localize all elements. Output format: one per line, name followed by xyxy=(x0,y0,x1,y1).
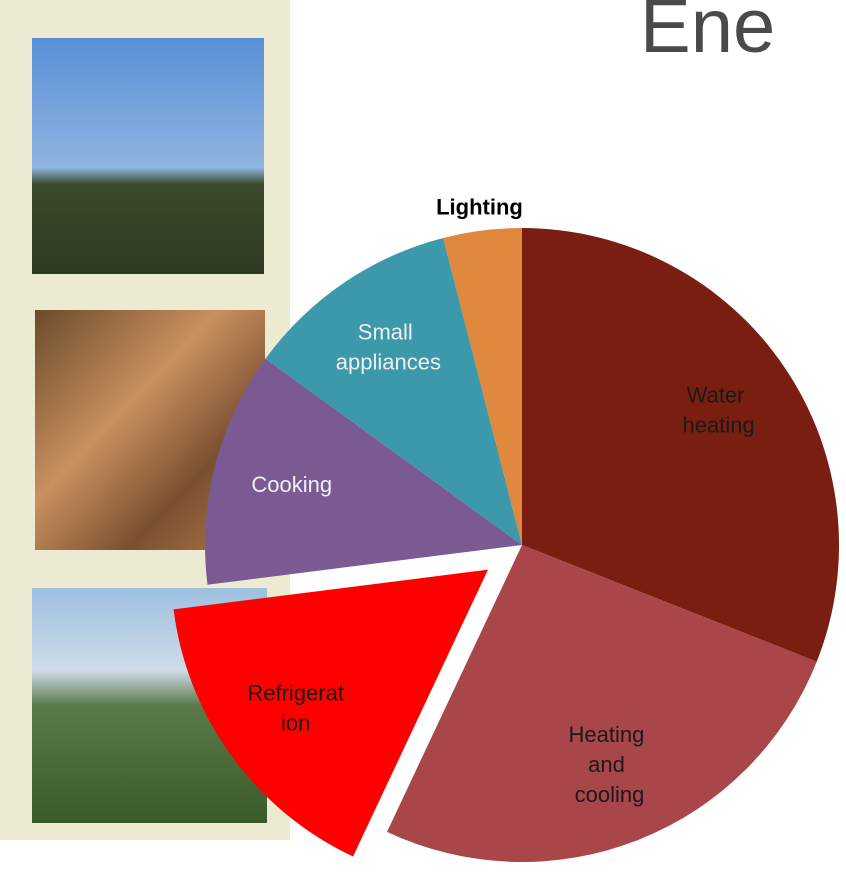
pie-slice xyxy=(522,228,839,662)
pie-slice xyxy=(205,358,523,585)
slice-label: Cooking xyxy=(251,472,332,497)
pie-slice xyxy=(265,237,522,545)
slice-label: Lighting xyxy=(436,194,523,219)
pie-slice xyxy=(387,545,817,862)
photo-wind xyxy=(32,38,264,274)
slice-label: Heating and cooling xyxy=(569,722,651,807)
pie-slice xyxy=(443,228,522,545)
slide-title: Ene xyxy=(640,0,775,69)
slice-label: Refrigerat ion xyxy=(247,680,344,735)
pie-slice xyxy=(173,569,489,857)
slice-label: Small appliances xyxy=(336,319,441,374)
slice-label: Water heating xyxy=(683,382,755,437)
pie: Water heating Heating and cooling Refriger… xyxy=(173,194,839,862)
